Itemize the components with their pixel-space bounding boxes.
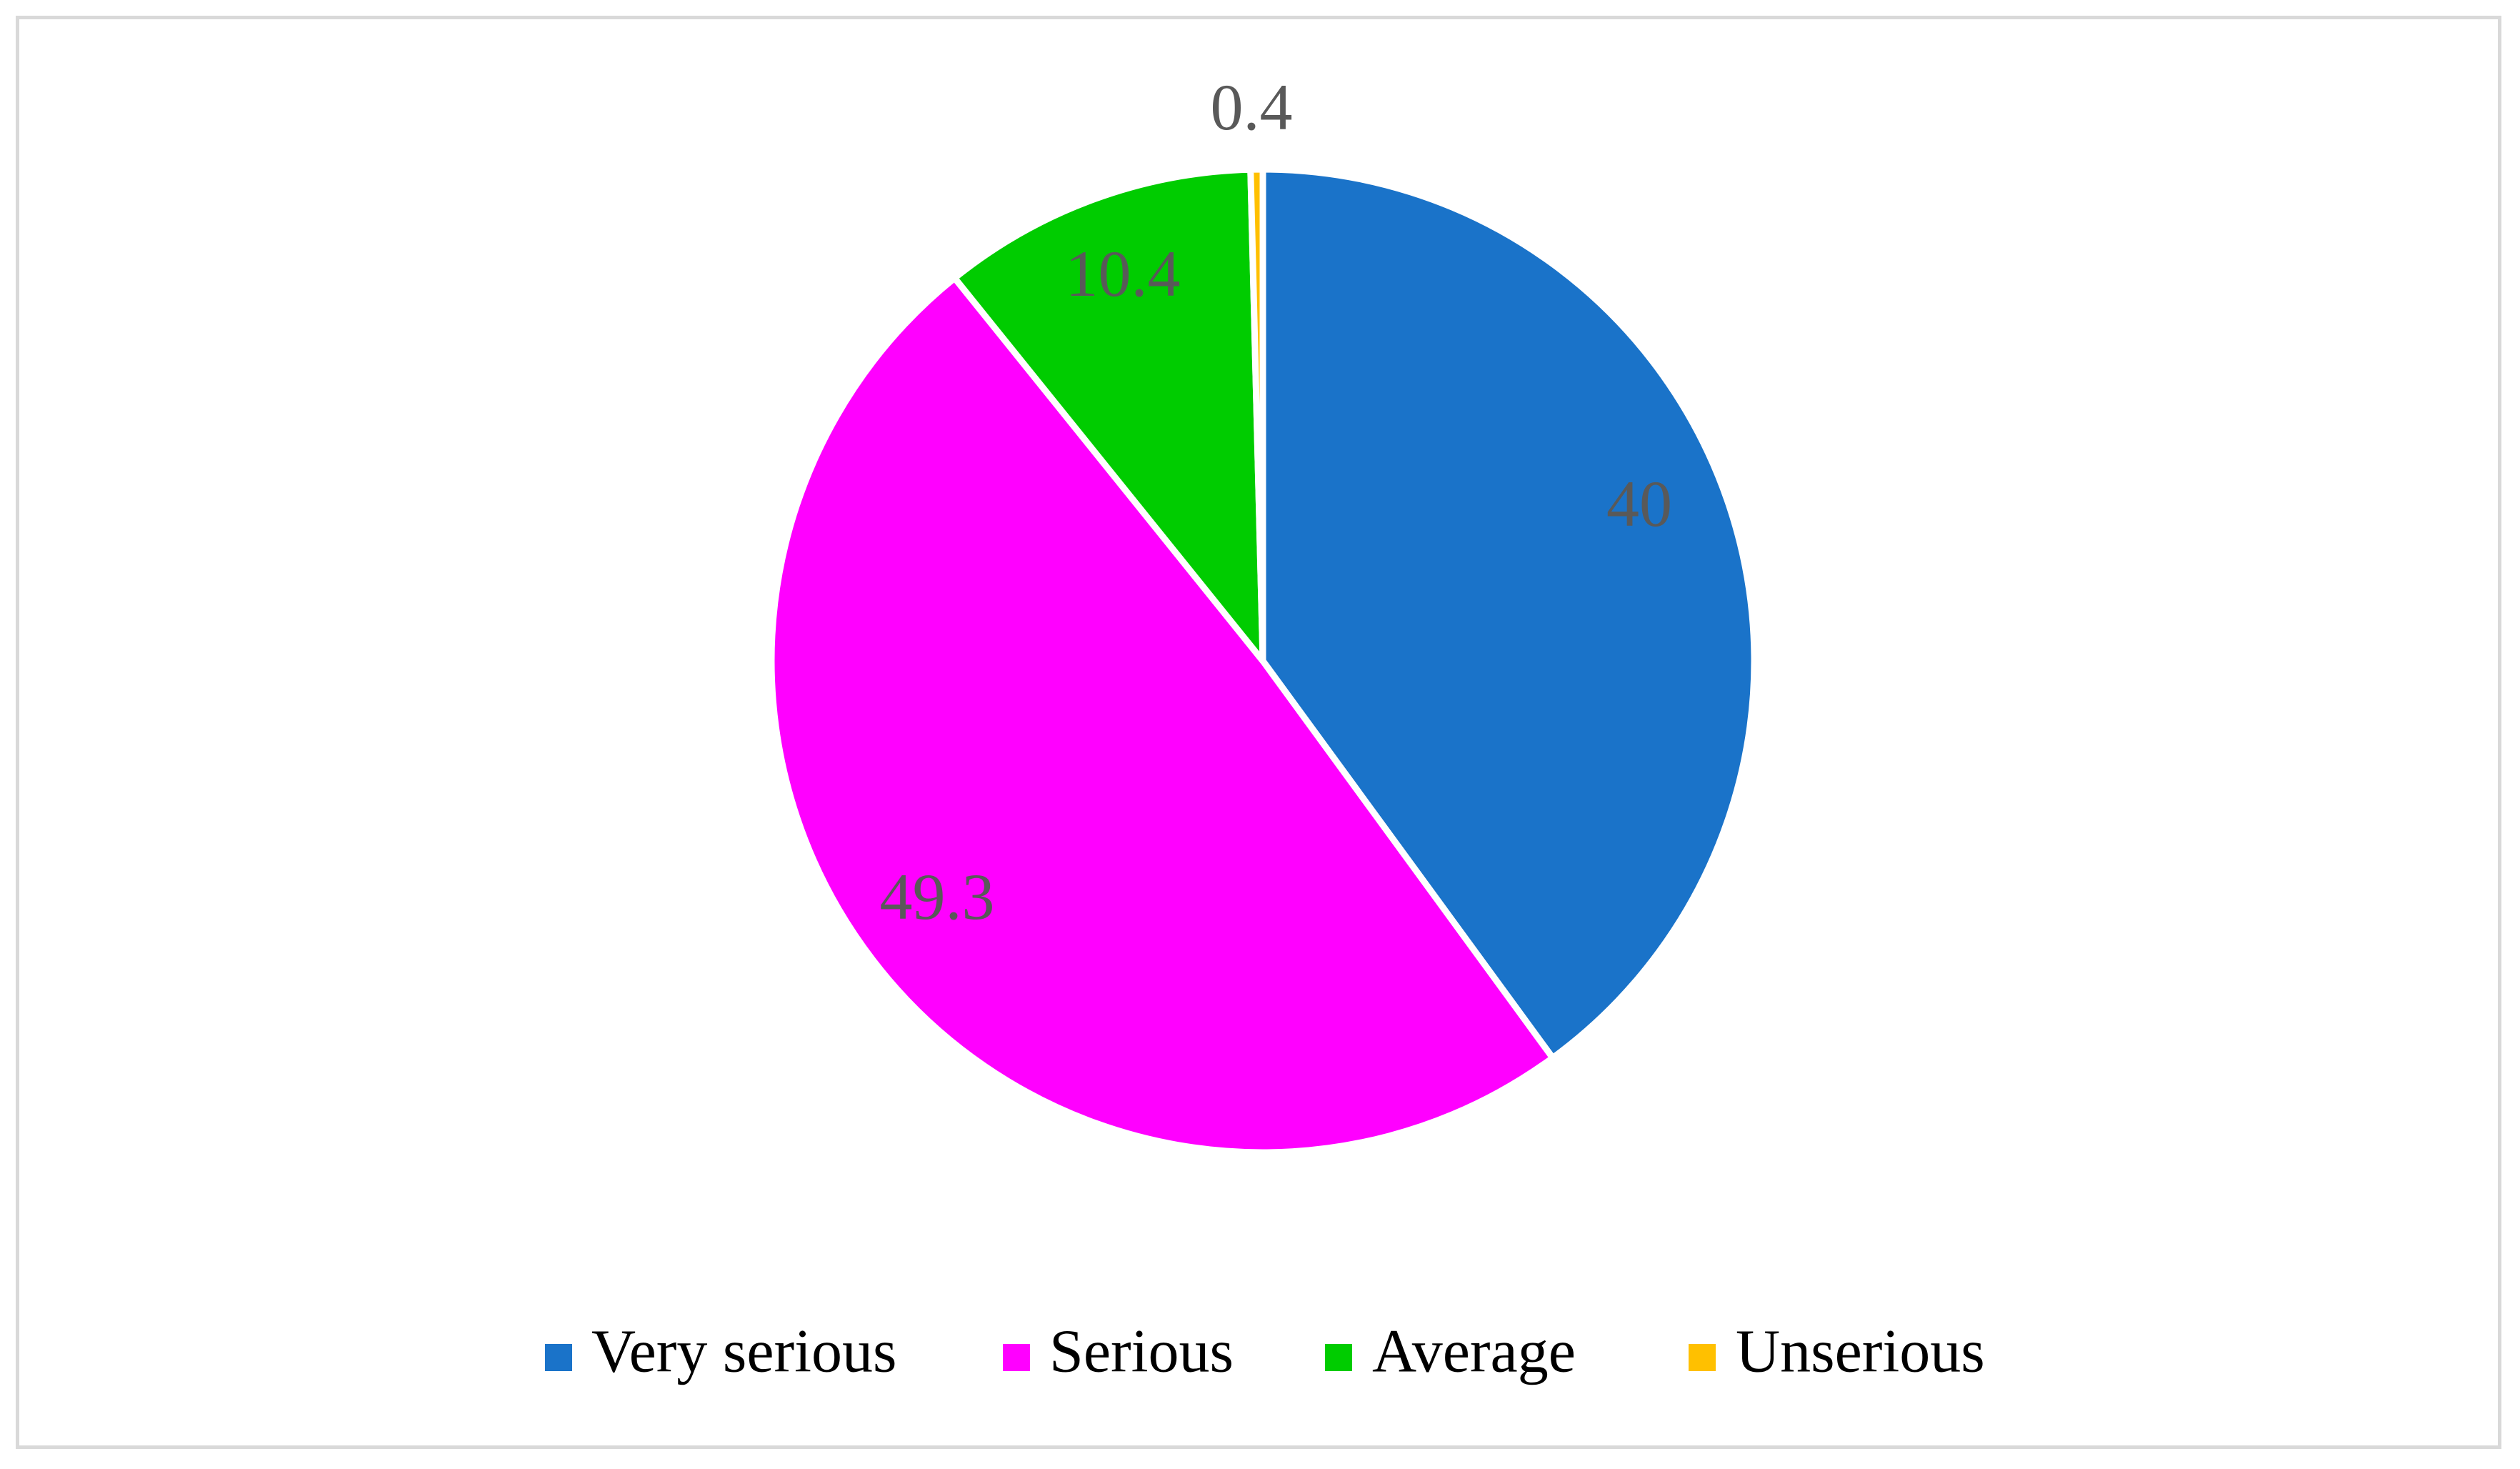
legend-label-very-serious: Very serious <box>591 1317 897 1385</box>
pie-slice-unserious <box>1247 166 1266 664</box>
pie-slice-very-serious <box>1259 166 1758 1062</box>
chart-legend: Very serious Serious Average Unserious <box>545 1317 1985 1385</box>
pie-slices <box>768 166 1758 1156</box>
pie-slice-average <box>951 166 1266 664</box>
legend-swatch-serious <box>1003 1344 1030 1371</box>
legend-label-average: Average <box>1372 1317 1576 1385</box>
pie-slice-serious <box>768 274 1556 1156</box>
data-label-unserious: 0.4 <box>1211 71 1293 144</box>
legend-swatch-very-serious <box>545 1344 572 1371</box>
data-label-very-serious: 40 <box>1606 467 1672 540</box>
data-label-serious: 49.3 <box>880 860 995 933</box>
pie-data-labels: 40 49.3 10.4 0.4 <box>880 71 1673 933</box>
data-label-average: 10.4 <box>1066 237 1181 310</box>
legend-swatch-unserious <box>1689 1344 1716 1371</box>
legend-label-unserious: Unserious <box>1736 1317 1985 1385</box>
legend-label-serious: Serious <box>1049 1317 1234 1385</box>
legend-swatch-average <box>1325 1344 1352 1371</box>
